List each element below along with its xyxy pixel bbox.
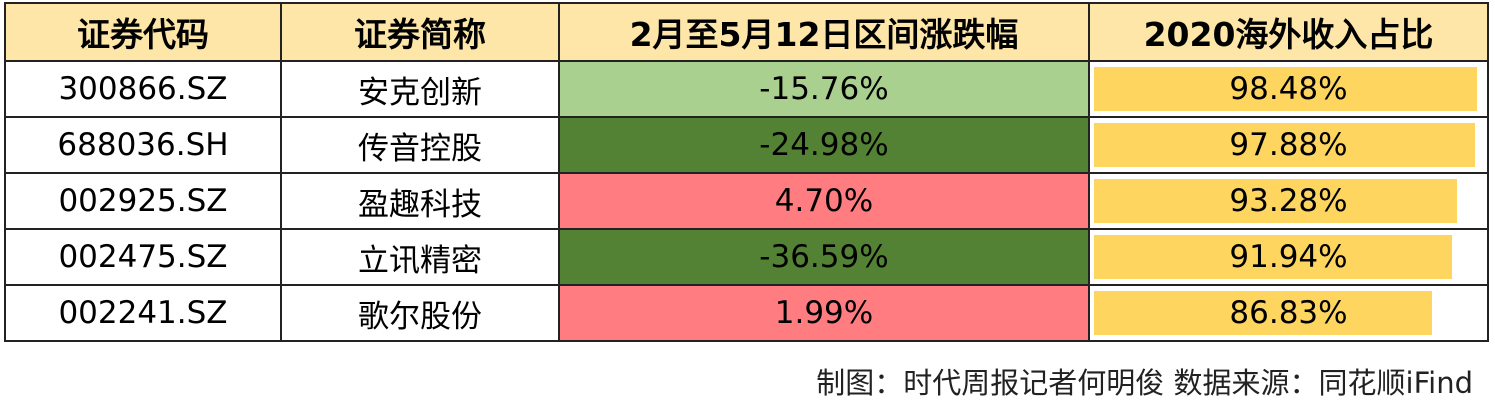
- share-label: 86.83%: [1229, 295, 1348, 331]
- header-cell: 证券代码: [4, 2, 282, 62]
- table-row: 688036.SH 传音控股 -24.98% 97.88%: [4, 116, 1489, 174]
- data-bar: [1094, 179, 1457, 223]
- table-row: 300866.SZ 安克创新 -15.76% 98.48%: [4, 60, 1489, 118]
- header-row: 证券代码 证券简称 2月至5月12日区间涨跌幅 2020海外收入占比: [4, 2, 1489, 62]
- change-cell: 4.70%: [558, 172, 1090, 230]
- table-row: 002925.SZ 盈趣科技 4.70% 93.28%: [4, 172, 1489, 230]
- code-cell: 300866.SZ: [4, 60, 282, 118]
- name-cell: 传音控股: [280, 116, 560, 174]
- code-cell: 688036.SH: [4, 116, 282, 174]
- share-cell: 97.88%: [1088, 116, 1489, 174]
- table-body: 300866.SZ 安克创新 -15.76% 98.48% 688036.SH 传音控股 -…: [4, 60, 1489, 342]
- header-cell: 2020海外收入占比: [1088, 2, 1489, 62]
- header-cell: 证券简称: [280, 2, 560, 62]
- code-cell: 002241.SZ: [4, 284, 282, 342]
- header-cell: 2月至5月12日区间涨跌幅: [558, 2, 1090, 62]
- data-bar: [1094, 67, 1478, 111]
- data-bar: [1094, 291, 1432, 335]
- footer-note: 制图：时代周报记者何明俊 数据来源：同花顺iFind: [816, 366, 1473, 400]
- share-cell: 86.83%: [1088, 284, 1489, 342]
- name-cell: 盈趣科技: [280, 172, 560, 230]
- code-cell: 002925.SZ: [4, 172, 282, 230]
- code-cell: 002475.SZ: [4, 228, 282, 286]
- data-bar: [1094, 235, 1452, 279]
- change-cell: -36.59%: [558, 228, 1090, 286]
- share-label: 93.28%: [1229, 183, 1348, 219]
- name-cell: 立讯精密: [280, 228, 560, 286]
- change-cell: -15.76%: [558, 60, 1090, 118]
- share-label: 91.94%: [1229, 239, 1348, 275]
- change-cell: -24.98%: [558, 116, 1090, 174]
- table-row: 002241.SZ 歌尔股份 1.99% 86.83%: [4, 284, 1489, 342]
- share-cell: 98.48%: [1088, 60, 1489, 118]
- share-label: 98.48%: [1229, 71, 1348, 107]
- share-label: 97.88%: [1229, 127, 1348, 163]
- table-row: 002475.SZ 立讯精密 -36.59% 91.94%: [4, 228, 1489, 286]
- name-cell: 歌尔股份: [280, 284, 560, 342]
- share-cell: 91.94%: [1088, 228, 1489, 286]
- data-bar: [1094, 123, 1475, 167]
- name-cell: 安克创新: [280, 60, 560, 118]
- data-table: 证券代码 证券简称 2月至5月12日区间涨跌幅 2020海外收入占比 300866.S…: [4, 2, 1489, 342]
- change-cell: 1.99%: [558, 284, 1090, 342]
- share-cell: 93.28%: [1088, 172, 1489, 230]
